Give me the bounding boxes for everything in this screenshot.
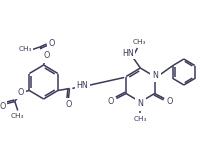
Text: O: O	[65, 100, 72, 109]
Text: CH₃: CH₃	[133, 39, 146, 45]
Text: CH₃: CH₃	[134, 116, 147, 122]
Text: O: O	[48, 39, 55, 48]
Text: O: O	[108, 97, 114, 106]
Text: O: O	[43, 51, 50, 60]
Text: HN: HN	[76, 81, 88, 90]
Text: HN: HN	[122, 48, 134, 58]
Text: O: O	[167, 97, 173, 106]
Text: CH₃: CH₃	[11, 114, 25, 119]
Text: CH₃: CH₃	[18, 46, 32, 52]
Text: O: O	[17, 88, 24, 97]
Text: N: N	[137, 99, 143, 108]
Text: N: N	[153, 71, 159, 80]
Text: O: O	[0, 102, 5, 111]
